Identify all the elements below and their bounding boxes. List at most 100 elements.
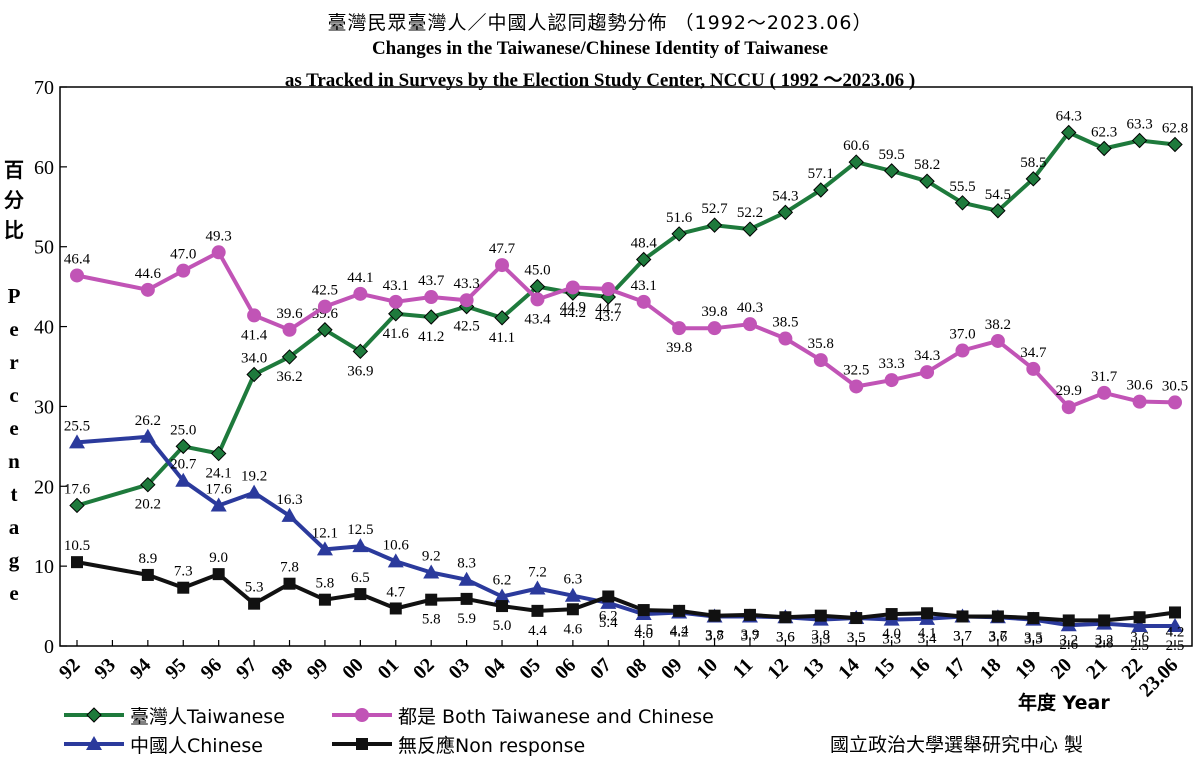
data-label: 40.3 xyxy=(737,300,763,316)
data-label: 4.2 xyxy=(1166,624,1185,640)
chart-title-zh: 臺灣民眾臺灣人／中國人認同趨勢分佈 （1992～2023.06） xyxy=(327,12,873,34)
y-axis-label-zh-char: 比 xyxy=(4,218,24,242)
data-point-taiwanese xyxy=(281,349,298,365)
chart-subtitle-line1: Changes in the Taiwanese/Chinese Identit… xyxy=(371,38,829,59)
data-point-taiwanese xyxy=(1131,132,1148,149)
data-point-nonresponse xyxy=(637,604,650,617)
data-point-chinese xyxy=(1167,618,1183,633)
legend-label-nonresponse: 無反應Non response xyxy=(398,734,586,757)
data-label: 47.0 xyxy=(170,247,196,263)
data-point-taiwanese xyxy=(636,251,652,268)
data-label: 4.7 xyxy=(386,584,405,600)
data-point-both xyxy=(955,343,970,358)
data-point-taiwanese xyxy=(388,306,404,322)
series-line-3 xyxy=(76,560,1176,623)
data-point-chinese xyxy=(529,580,546,595)
data-label: 2.5 xyxy=(1130,638,1149,654)
data-point-both xyxy=(707,321,722,336)
data-label: 58.2 xyxy=(914,157,940,173)
data-point-chinese xyxy=(458,571,475,586)
data-point-both xyxy=(211,245,226,260)
y-axis-label-en-char: t xyxy=(10,482,18,506)
x-tick-label: 94 xyxy=(126,654,156,684)
y-tick-label: 30 xyxy=(34,396,54,418)
data-label: 3.3 xyxy=(1024,632,1043,648)
data-label: 5.3 xyxy=(245,580,264,596)
data-point-nonresponse xyxy=(318,593,331,606)
legend-item-both: 都是 Both Taiwanese and Chinese xyxy=(330,703,714,728)
data-label: 3.7 xyxy=(953,628,972,644)
data-point-nonresponse xyxy=(1133,611,1146,624)
data-point-taiwanese xyxy=(990,203,1006,219)
data-label: 3.5 xyxy=(847,630,866,646)
x-tick-label: 10 xyxy=(692,654,722,684)
data-point-nonresponse xyxy=(885,608,898,621)
data-label: 5.9 xyxy=(457,611,476,627)
x-tick-label: 14 xyxy=(834,654,864,684)
data-point-both xyxy=(530,292,545,307)
data-point-taiwanese xyxy=(706,217,723,233)
data-point-both xyxy=(636,294,651,309)
data-label: 8.9 xyxy=(138,551,157,567)
data-label: 34.3 xyxy=(914,348,940,364)
data-point-taiwanese xyxy=(671,226,687,242)
data-label: 19.2 xyxy=(241,469,267,485)
data-label: 9.2 xyxy=(422,549,441,565)
y-axis-label-en-char: g xyxy=(8,548,20,572)
data-point-nonresponse xyxy=(212,568,225,581)
x-tick-label: 93 xyxy=(90,654,120,684)
data-point-both xyxy=(1168,395,1182,410)
data-label: 63.3 xyxy=(1126,117,1152,133)
data-label: 52.2 xyxy=(737,205,763,221)
data-point-nonresponse xyxy=(389,602,402,615)
data-point-both xyxy=(672,321,687,336)
data-point-chinese xyxy=(246,484,263,499)
data-label: 3.7 xyxy=(953,628,972,644)
x-tick-label: 08 xyxy=(622,654,652,684)
data-point-taiwanese xyxy=(742,221,758,237)
data-point-nonresponse xyxy=(177,581,190,594)
data-label: 37.0 xyxy=(949,327,975,343)
data-point-nonresponse xyxy=(460,592,473,605)
data-label: 41.4 xyxy=(241,327,268,343)
data-point-nonresponse xyxy=(814,609,827,622)
data-label: 17.6 xyxy=(64,481,91,497)
x-tick-label: 96 xyxy=(197,654,227,684)
data-label: 24.1 xyxy=(206,466,232,482)
data-label: 44.7 xyxy=(595,301,622,317)
y-tick-label: 70 xyxy=(34,77,54,99)
data-label: 12.1 xyxy=(312,525,338,541)
data-point-both xyxy=(1026,361,1041,376)
y-axis-label-zh: 百分比 xyxy=(2,155,26,245)
data-point-taiwanese xyxy=(423,309,439,325)
data-label: 3.2 xyxy=(1095,632,1114,648)
data-label: 52.7 xyxy=(701,201,728,217)
x-tick-label: 95 xyxy=(161,654,191,684)
data-point-both xyxy=(813,353,828,368)
data-label: 58.5 xyxy=(1020,155,1046,171)
data-point-taiwanese xyxy=(848,154,864,170)
data-point-both xyxy=(140,282,155,297)
data-point-both xyxy=(353,286,368,301)
data-point-taiwanese xyxy=(777,204,794,221)
data-point-both xyxy=(388,294,403,309)
data-label: 4.5 xyxy=(634,622,653,638)
data-label: 47.7 xyxy=(489,241,516,257)
x-tick-label: 18 xyxy=(976,654,1006,684)
data-point-taiwanese xyxy=(813,182,829,198)
x-tick-label: 17 xyxy=(940,654,970,684)
data-label: 35.8 xyxy=(808,336,834,352)
data-point-taiwanese xyxy=(352,343,369,360)
y-axis-label-en-char: r xyxy=(9,350,19,374)
legend-item-taiwanese: 臺灣人Taiwanese xyxy=(62,703,285,728)
x-tick-label: 92 xyxy=(55,654,85,684)
data-label: 4.2 xyxy=(670,624,689,640)
data-label: 7.8 xyxy=(280,560,299,576)
data-label: 46.4 xyxy=(64,251,91,267)
data-point-nonresponse xyxy=(708,609,721,622)
x-tick-label: 12 xyxy=(763,654,793,684)
data-label: 32.5 xyxy=(843,362,869,378)
data-point-nonresponse xyxy=(141,568,154,581)
y-axis-label-en-char: n xyxy=(8,449,20,473)
legend-label-both: 都是 Both Taiwanese and Chinese xyxy=(398,705,714,728)
